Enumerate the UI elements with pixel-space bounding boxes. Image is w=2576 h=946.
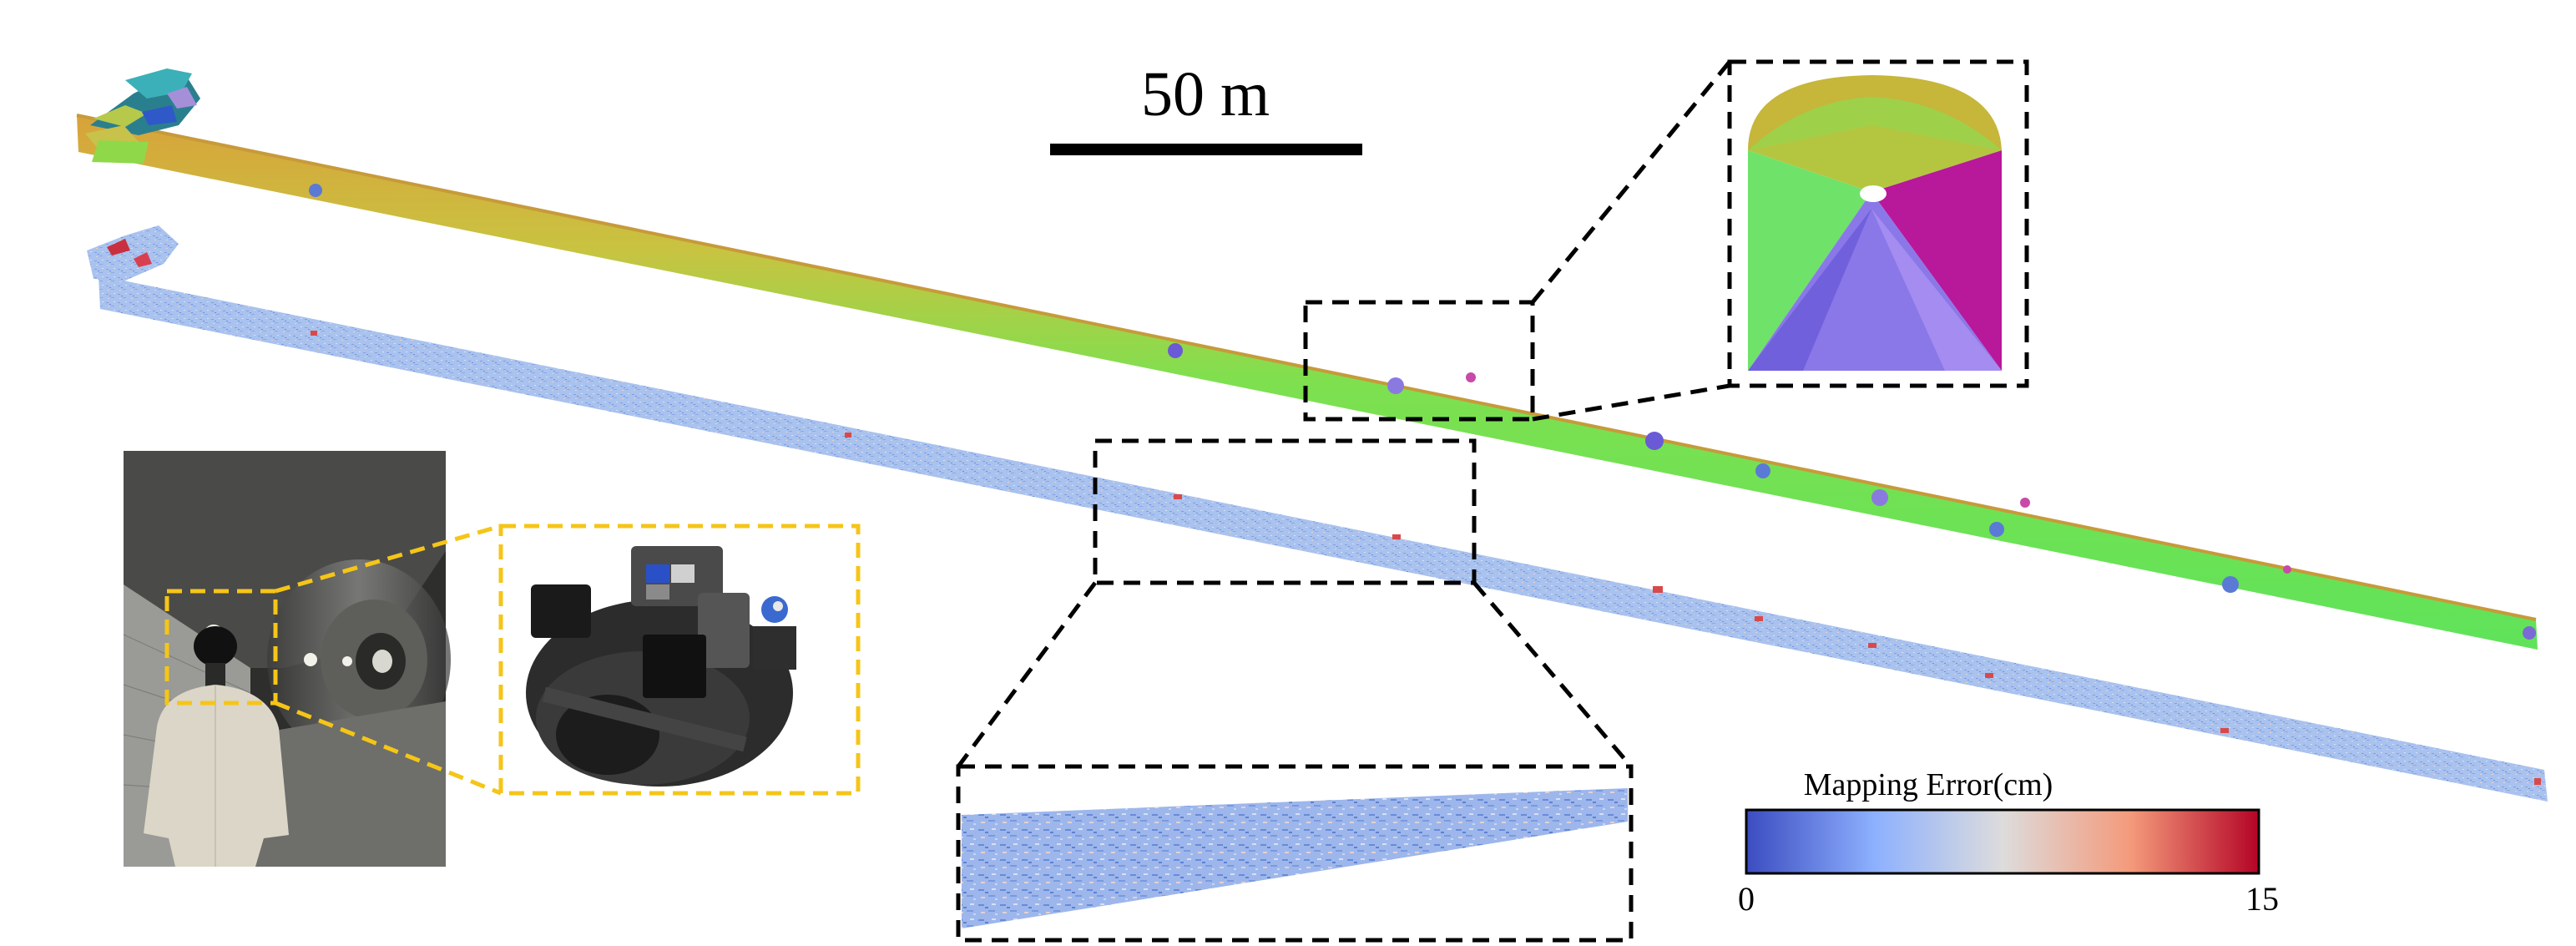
tunnel-normal-map bbox=[76, 68, 2538, 650]
error-hotspots bbox=[311, 331, 2541, 785]
colorbar-max-label: 15 bbox=[2245, 880, 2279, 918]
helmet-sensor-icon bbox=[526, 546, 796, 787]
helmet-closeup bbox=[498, 524, 861, 796]
error-zoom bbox=[956, 438, 1634, 943]
scale-bar-label: 50 m bbox=[1141, 59, 1270, 129]
zoom-source-box bbox=[1303, 300, 1535, 422]
error-zoom-detail bbox=[962, 788, 1628, 928]
colorbar-min-label: 0 bbox=[1738, 880, 1755, 918]
tunnel-features bbox=[309, 184, 2536, 640]
colorbar: Mapping Error(cm) 0 15 bbox=[1738, 767, 2279, 918]
cross-section-zoom bbox=[1303, 59, 2029, 422]
operator-photo bbox=[123, 451, 451, 867]
person-icon bbox=[144, 626, 289, 867]
colorbar-gradient bbox=[1745, 808, 2260, 875]
tunnel-cross-section-icon bbox=[1748, 75, 2002, 371]
scale-bar: 50 m bbox=[1050, 59, 1362, 155]
tunnel-entrance-structure bbox=[85, 68, 200, 164]
tunnel-error-map bbox=[87, 225, 2548, 802]
colorbar-title: Mapping Error(cm) bbox=[1804, 767, 2053, 802]
helmet-source-box bbox=[164, 589, 278, 706]
error-zoom-source-box bbox=[1093, 438, 1477, 585]
